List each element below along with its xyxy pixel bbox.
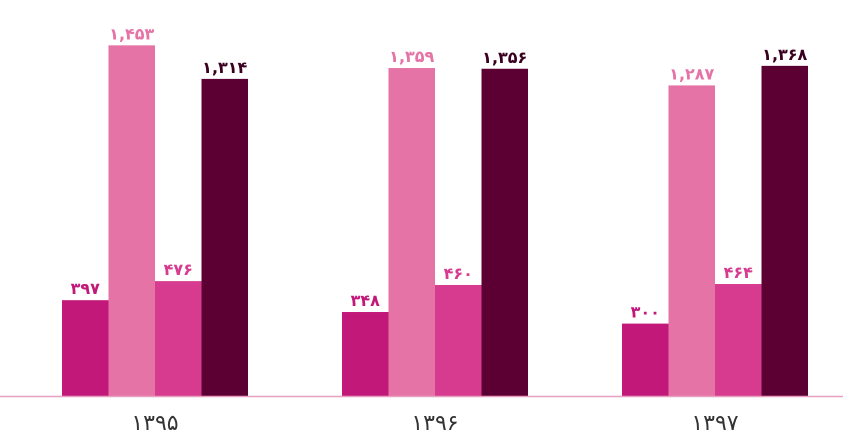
- bar-2-4: [481, 68, 528, 396]
- value-label-3-2: ۱,۲۸۷: [669, 64, 714, 83]
- value-label-3-4: ۱,۳۶۸: [762, 45, 807, 64]
- value-label-1-4: ۱,۳۱۴: [202, 58, 247, 77]
- bar-1-4: [201, 78, 248, 396]
- category-label-2: ۱۳۹۶: [411, 411, 458, 436]
- value-labels-group: ۳۹۷ ۳۴۸ ۳۰۰ ۱,۴۵۳ ۱,۳۵۹ ۱,۲۸۷ ۴۷۶ ۴۶۰ ۴۶۴ ۱,۳۱۴ ۱,…: [71, 24, 808, 321]
- category-label-1: ۱۳۹۵: [131, 411, 178, 436]
- value-label-1-2: ۱,۴۵۳: [109, 24, 154, 43]
- bar-3-2: [668, 85, 715, 397]
- value-label-2-4: ۱,۳۵۶: [482, 48, 527, 67]
- category-label-3: ۱۳۹۷: [691, 411, 738, 436]
- value-label-2-3: ۴۶۰: [444, 264, 473, 283]
- bars-group: [62, 45, 808, 397]
- bar-2-3: [435, 284, 482, 396]
- bar-1-2: [108, 45, 155, 397]
- value-label-3-3: ۴۶۴: [724, 263, 754, 282]
- value-label-3-1: ۳۰۰: [631, 303, 660, 322]
- bar-2-1: [342, 312, 389, 396]
- value-label-1-1: ۳۹۷: [71, 279, 101, 298]
- category-labels-group: ۱۳۹۵ ۱۳۹۶ ۱۳۹۷: [131, 411, 738, 436]
- value-label-2-2: ۱,۳۵۹: [389, 47, 434, 66]
- bar-3-1: [622, 323, 669, 396]
- value-label-2-1: ۳۴۸: [351, 291, 381, 310]
- bar-1-3: [155, 281, 202, 396]
- bar-1-1: [62, 300, 109, 396]
- value-label-1-3: ۴۷۶: [164, 260, 193, 279]
- bar-2-2: [388, 68, 435, 396]
- bar-3-4: [761, 65, 808, 396]
- bar-3-3: [715, 284, 762, 396]
